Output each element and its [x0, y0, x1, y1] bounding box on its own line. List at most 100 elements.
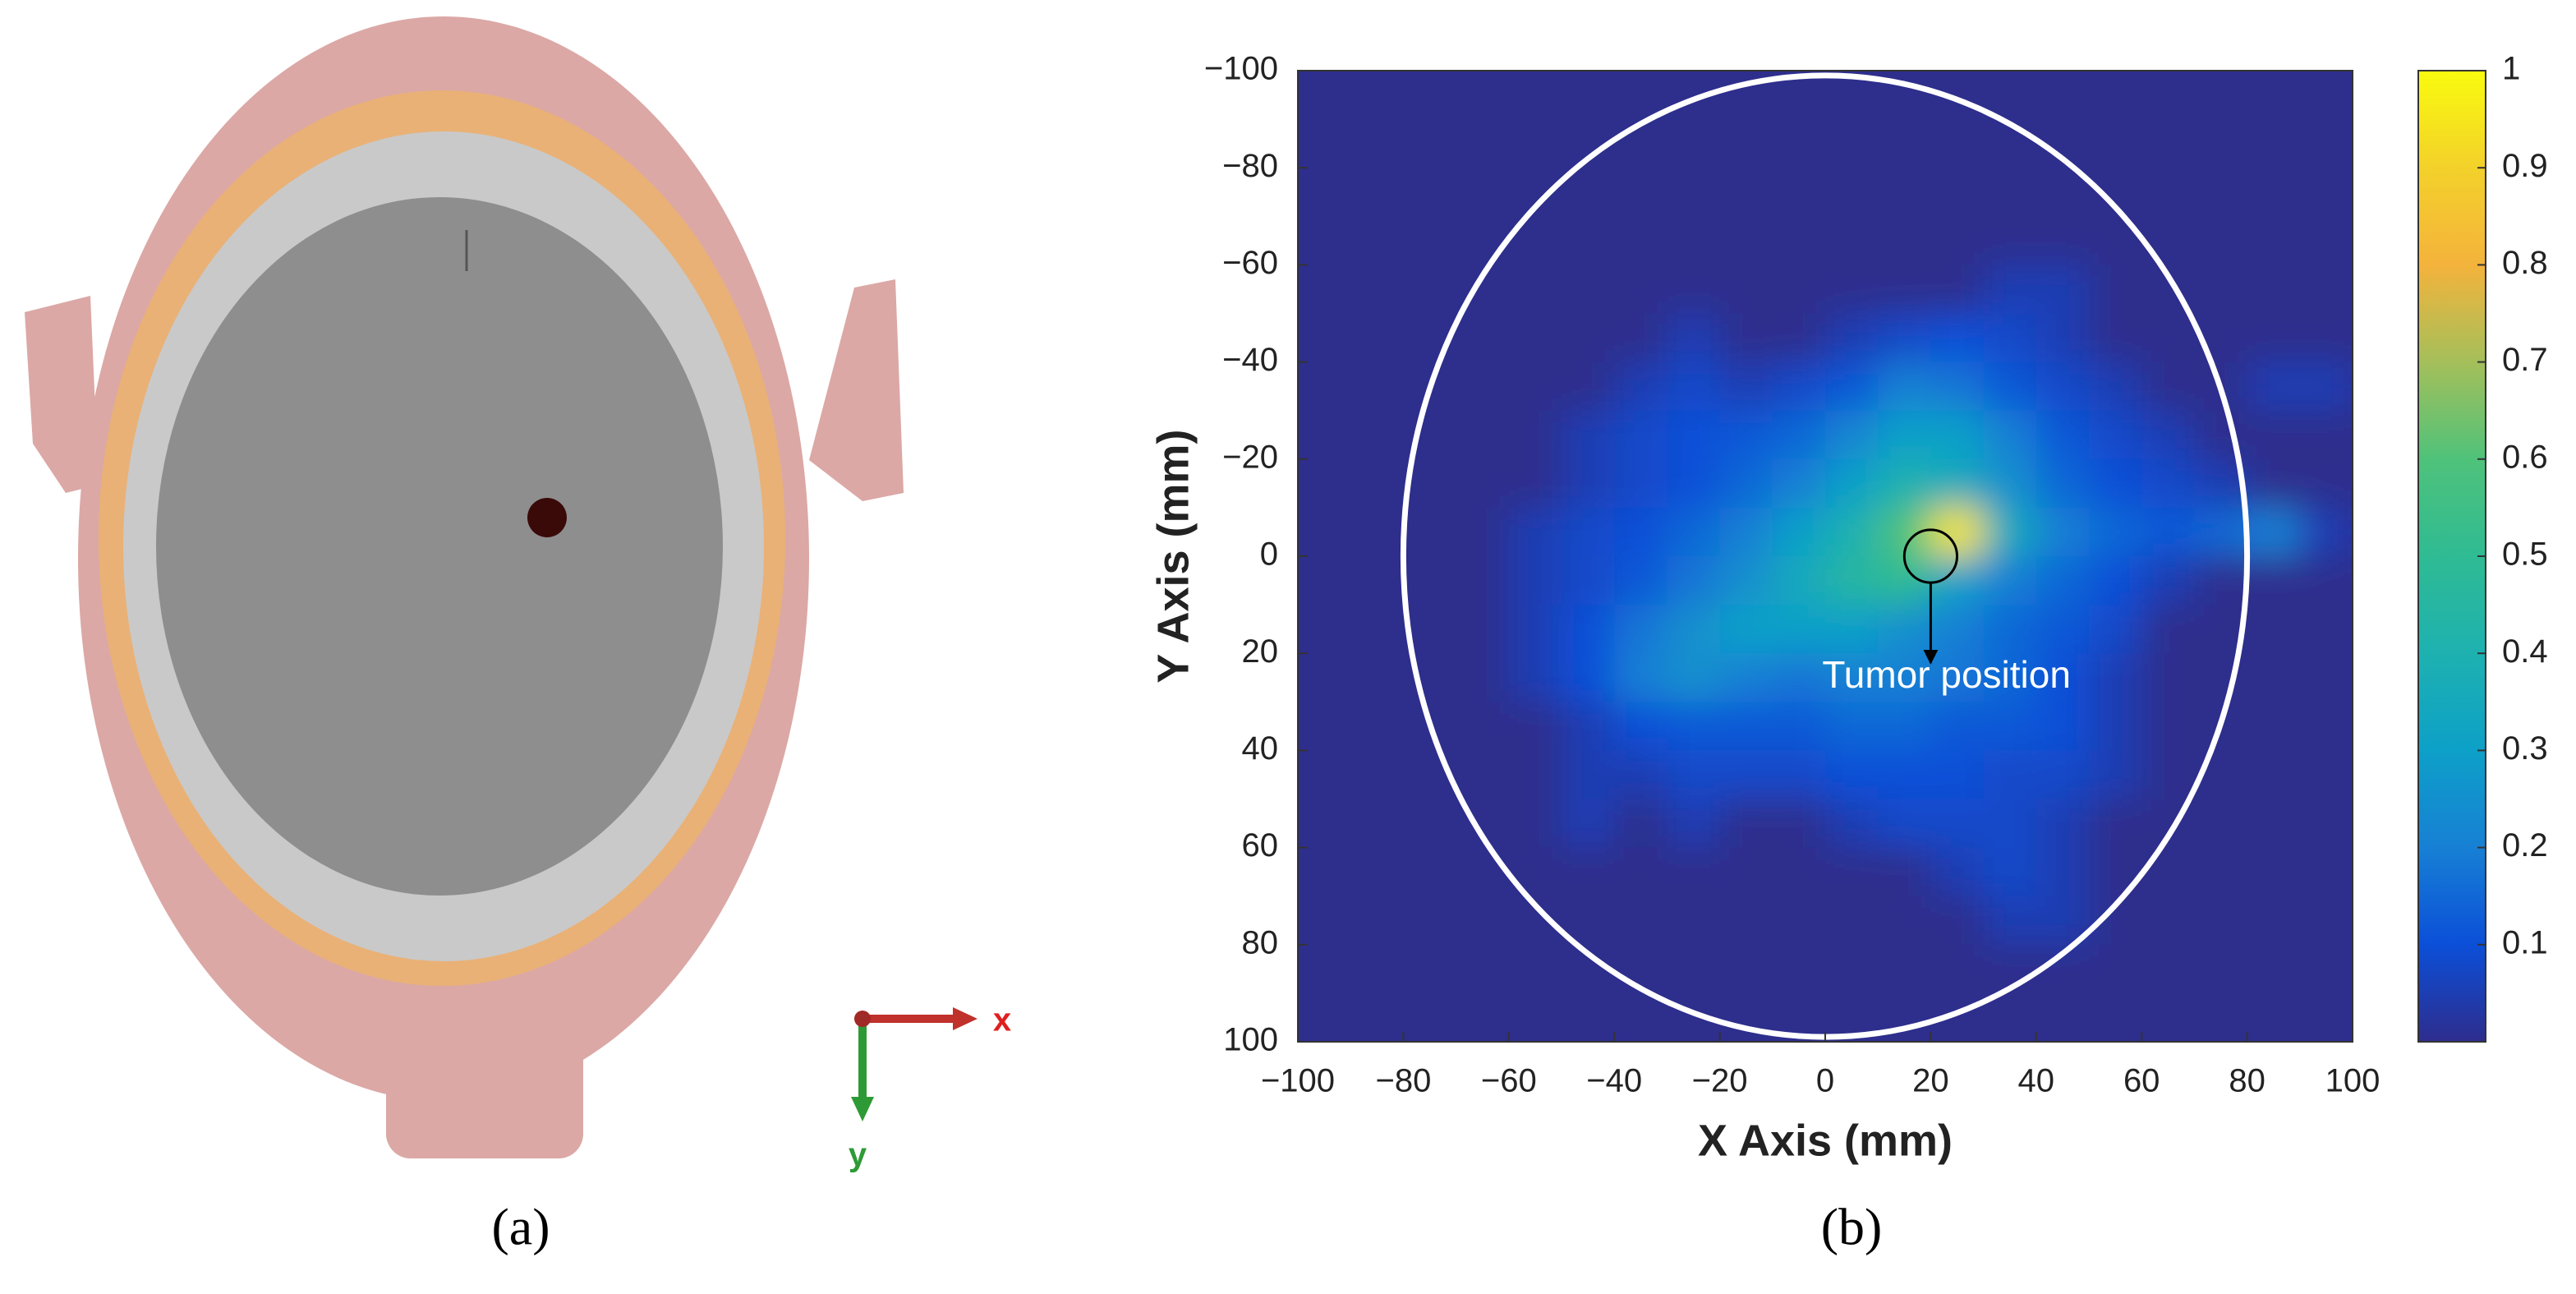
heat-cell	[2089, 71, 2142, 120]
heat-cell	[1350, 750, 1404, 799]
heat-cell	[1350, 507, 1404, 557]
heat-cell	[1878, 119, 1931, 168]
heat-cell	[1350, 168, 1404, 217]
heat-cell	[1508, 799, 1562, 849]
heat-cell	[2089, 458, 2142, 509]
heat-cell	[2247, 556, 2301, 606]
heat-cell	[1825, 119, 1879, 168]
y-axis-label: Y Axis (mm)	[1148, 429, 1198, 683]
heat-cell	[2247, 410, 2301, 460]
heat-cell	[2247, 168, 2301, 217]
heat-cell	[1508, 458, 1562, 509]
heat-cell	[1298, 507, 1351, 557]
heat-cell	[2089, 216, 2142, 265]
heat-cell	[2247, 313, 2301, 363]
heat-cell	[1878, 216, 1931, 265]
heat-cell	[1614, 896, 1668, 946]
heat-cell	[2036, 556, 2090, 606]
heat-cell	[2299, 847, 2353, 897]
heat-cell	[1562, 556, 1615, 606]
heat-cell	[2194, 265, 2248, 314]
heat-cell	[1508, 216, 1562, 265]
heat-cell	[2036, 653, 2090, 702]
heat-cell	[1456, 896, 1510, 946]
heat-cell	[2141, 410, 2195, 460]
heat-cell	[2141, 556, 2195, 606]
heat-cell	[1456, 458, 1510, 509]
heat-cell	[2036, 702, 2090, 751]
heat-cell	[2089, 992, 2142, 1042]
heat-cell	[1667, 458, 1721, 509]
heat-cell	[1403, 847, 1457, 897]
heat-cell	[1719, 944, 1773, 994]
right-ear	[809, 279, 904, 501]
heat-cell	[2299, 605, 2353, 654]
heat-cell	[1930, 119, 1985, 168]
heat-cell	[1403, 265, 1457, 314]
heat-cell	[1772, 361, 1826, 412]
heat-cell	[2299, 702, 2353, 751]
heat-cell	[1667, 750, 1721, 799]
heat-cell	[1825, 556, 1879, 606]
heat-cell	[1456, 605, 1510, 654]
heat-cell	[1614, 847, 1668, 897]
heat-cell	[1825, 265, 1879, 314]
heat-cell	[2141, 702, 2195, 751]
heat-cell	[2036, 507, 2090, 557]
heat-cell	[1983, 799, 2037, 849]
heat-cell	[1878, 653, 1931, 702]
heat-cell	[1983, 605, 2037, 654]
heat-cell	[1562, 653, 1615, 702]
heat-cell	[2036, 361, 2090, 412]
heat-cell	[1719, 313, 1773, 363]
heat-cell	[2089, 313, 2142, 363]
heat-cell	[2036, 605, 2090, 654]
colorbar-tick-label: 0.9	[2502, 148, 2548, 184]
heat-cell	[2247, 944, 2301, 994]
heat-cell	[1719, 653, 1773, 702]
heat-cell	[1667, 556, 1721, 606]
tumor	[527, 498, 567, 537]
y-tick-label: 40	[1242, 730, 1279, 767]
heat-cell	[1667, 507, 1721, 557]
heat-cell	[2089, 653, 2142, 702]
caption: (b)	[1821, 1198, 1883, 1256]
heat-cell	[1562, 216, 1615, 265]
heat-cell	[1772, 847, 1826, 897]
heat-cell	[1614, 702, 1668, 751]
heat-cell	[1456, 361, 1510, 412]
heat-cell	[2247, 507, 2301, 557]
heat-cell	[1930, 361, 1985, 412]
heat-cell	[1614, 605, 1668, 654]
heat-cell	[2141, 216, 2195, 265]
heat-cell	[2247, 992, 2301, 1042]
heat-cell	[2089, 119, 2142, 168]
heat-cell	[1719, 361, 1773, 412]
heat-cell	[1983, 216, 2037, 265]
heat-cell	[2141, 119, 2195, 168]
heat-cell	[1930, 265, 1985, 314]
heat-cell	[1403, 896, 1457, 946]
heat-cell	[1403, 799, 1457, 849]
heat-cell	[1878, 847, 1931, 897]
heat-cell	[1719, 507, 1773, 557]
y-tick-label: 0	[1260, 536, 1278, 573]
heat-cell	[1772, 410, 1826, 460]
heat-cell	[1614, 216, 1668, 265]
y-tick-label: −40	[1222, 342, 1278, 378]
heat-cell	[1562, 605, 1615, 654]
heat-cell	[1350, 799, 1404, 849]
heat-cell	[1298, 410, 1351, 460]
heat-cell	[1772, 799, 1826, 849]
heat-cell	[1772, 944, 1826, 994]
heat-cell	[1350, 702, 1404, 751]
heat-cell	[1614, 410, 1668, 460]
heat-cell	[2141, 896, 2195, 946]
heat-cell	[1614, 265, 1668, 314]
heat-cell	[2247, 361, 2301, 412]
heat-cell	[1825, 361, 1879, 412]
heat-cell	[2299, 168, 2353, 217]
heat-cell	[1350, 944, 1404, 994]
heat-cell	[1456, 944, 1510, 994]
heat-cell	[1772, 313, 1826, 363]
